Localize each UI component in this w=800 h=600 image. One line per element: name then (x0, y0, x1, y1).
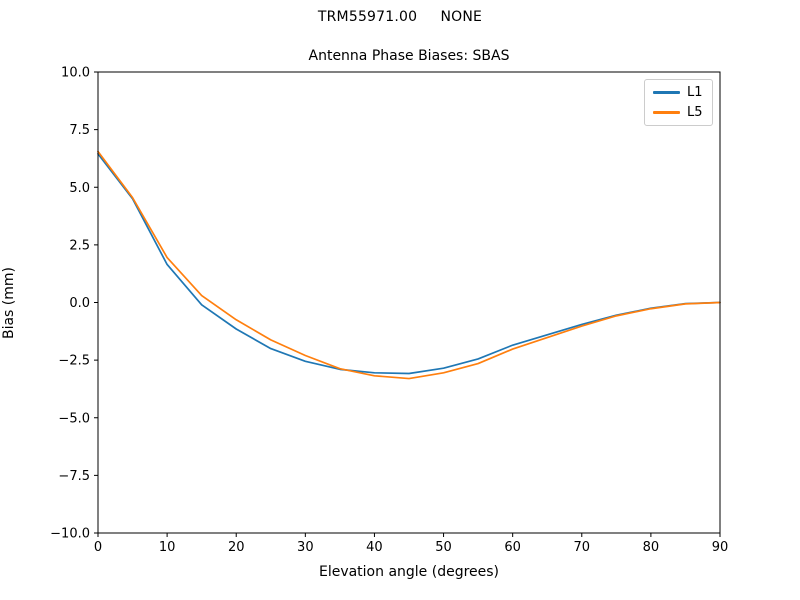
svg-text:40: 40 (366, 540, 383, 555)
svg-text:50: 50 (435, 540, 452, 555)
svg-text:60: 60 (504, 540, 521, 555)
legend-item-l1: L1 (653, 85, 703, 100)
legend-label-l1: L1 (687, 85, 703, 100)
svg-text:5.0: 5.0 (69, 181, 90, 196)
l5-line-swatch-icon (653, 111, 680, 114)
svg-text:10.0: 10.0 (61, 66, 90, 81)
svg-text:−7.5: −7.5 (58, 469, 90, 484)
svg-text:−10.0: −10.0 (50, 527, 90, 542)
legend-item-l5: L5 (653, 105, 703, 120)
svg-text:2.5: 2.5 (69, 238, 90, 253)
svg-text:20: 20 (228, 540, 245, 555)
svg-text:70: 70 (574, 540, 591, 555)
svg-text:7.5: 7.5 (69, 123, 90, 138)
svg-text:−5.0: −5.0 (58, 411, 90, 426)
x-axis-label: Elevation angle (degrees) (318, 564, 500, 580)
legend-label-l5: L5 (687, 105, 703, 120)
svg-text:−2.5: −2.5 (58, 354, 90, 369)
legend: L1 L5 (644, 79, 713, 126)
y-axis-label: Bias (mm) (1, 266, 17, 340)
l1-line-swatch-icon (653, 91, 680, 94)
svg-text:80: 80 (643, 540, 660, 555)
svg-text:90: 90 (712, 540, 729, 555)
svg-text:10: 10 (159, 540, 176, 555)
figure-suptitle: TRM55971.00 NONE (317, 9, 483, 25)
svg-text:0: 0 (94, 540, 102, 555)
svg-text:0.0: 0.0 (69, 296, 90, 311)
svg-text:30: 30 (297, 540, 314, 555)
axes-title: Antenna Phase Biases: SBAS (308, 48, 510, 64)
